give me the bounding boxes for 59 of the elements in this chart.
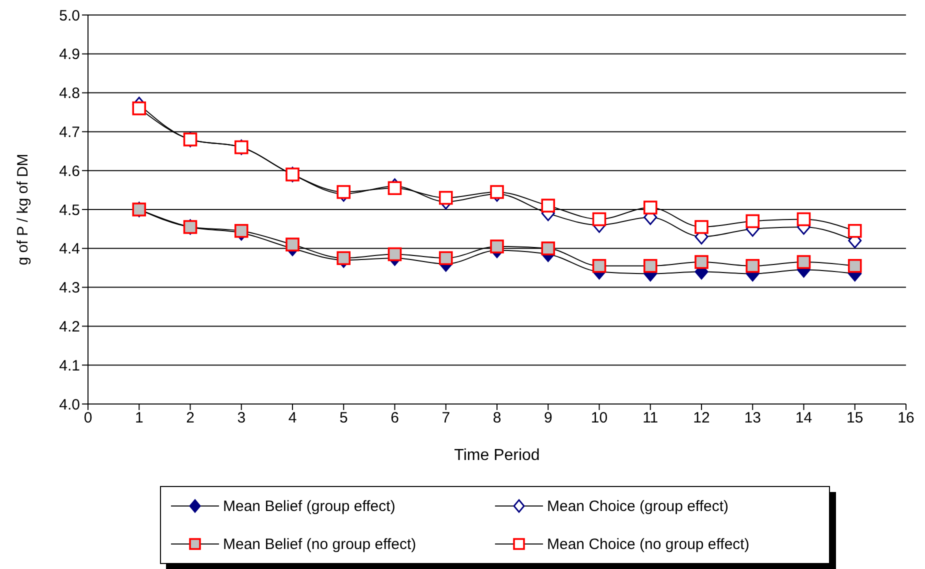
point: [438, 190, 453, 205]
y-tick-label: 4.5: [59, 202, 80, 219]
point: [694, 220, 708, 234]
x-tick-label: 13: [744, 410, 761, 427]
x-tick-label: 16: [898, 410, 914, 427]
x-tick-label: 2: [186, 410, 194, 427]
x-tick-label: 14: [795, 410, 812, 427]
y-tick-label: 4.4: [59, 240, 80, 258]
y-tick-label: 4.3: [59, 280, 80, 297]
x-tick-label: 7: [442, 410, 450, 427]
y-tick-label: 4.0: [59, 396, 80, 414]
legend-label: Mean Belief (no group effect): [223, 536, 416, 552]
y-tick-label: 4.9: [59, 46, 80, 64]
point: [848, 259, 862, 273]
point: [592, 212, 606, 226]
point: [796, 255, 811, 269]
point: [592, 259, 606, 273]
point: [643, 259, 658, 273]
x-tick-label: 6: [390, 410, 399, 427]
x-tick-label: 0: [84, 410, 92, 427]
x-tick-label: 11: [642, 410, 658, 427]
point: [132, 101, 146, 116]
x-tick-label: 15: [846, 410, 864, 427]
point: [848, 224, 862, 238]
point: [541, 198, 556, 213]
x-tick-label: 12: [693, 410, 710, 427]
point: [234, 224, 248, 238]
y-tick-label: 4.7: [59, 124, 80, 142]
y-tick-label: 4.6: [59, 162, 80, 180]
point: [643, 200, 658, 214]
y-tick-label: 4.8: [59, 85, 80, 102]
x-tick-label: 3: [237, 410, 246, 427]
x-tick-label: 9: [544, 410, 552, 427]
y-tick-label: 5.0: [59, 7, 80, 24]
point: [796, 212, 811, 226]
point: [490, 185, 504, 199]
x-axis-title: Time Period: [454, 447, 540, 464]
point: [438, 251, 453, 266]
y-axis-title: g of P / kg of DM: [14, 154, 32, 266]
y-tick-label: 4.2: [59, 318, 80, 336]
legend-label: Mean Belief (group effect): [223, 498, 396, 514]
legend-label: Mean Choice (no group effect): [547, 536, 750, 552]
legend-label: Mean Choice (group effect): [547, 498, 728, 514]
point: [541, 242, 556, 256]
x-tick-label: 4: [288, 410, 297, 427]
x-tick-label: 10: [590, 410, 608, 427]
point: [336, 251, 351, 266]
point: [336, 185, 351, 199]
point: [286, 238, 300, 252]
y-tick-label: 4.1: [59, 357, 80, 374]
x-tick-label: 8: [492, 410, 502, 427]
point: [746, 214, 760, 228]
point: [388, 247, 402, 262]
x-tick-label: 1: [134, 410, 144, 427]
point: [490, 240, 504, 254]
point: [746, 259, 760, 273]
point: [694, 255, 708, 269]
x-tick-label: 5: [339, 410, 348, 427]
point: [388, 181, 402, 196]
